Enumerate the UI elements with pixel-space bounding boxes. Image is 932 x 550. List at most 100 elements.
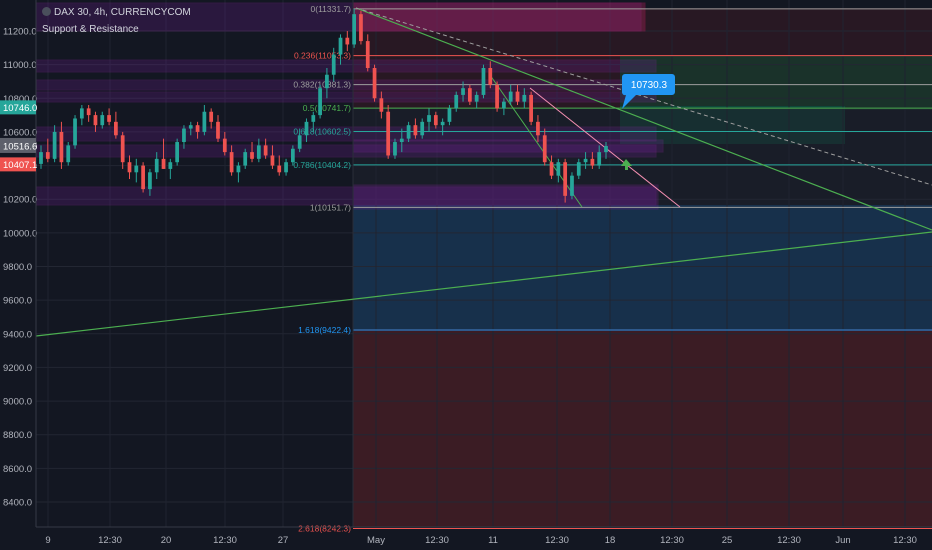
fib-level-label: 1.618(9422.4) <box>298 325 351 335</box>
candle-body <box>270 155 275 166</box>
trend-lines <box>35 7 932 337</box>
candle-body <box>209 111 214 122</box>
candle-body <box>495 84 499 109</box>
candle-body <box>556 162 561 176</box>
candle-body <box>536 121 540 136</box>
chart-title[interactable]: DAX 30, 4h, CURRENCYCOM <box>42 7 191 18</box>
x-tick-label: 12:30 <box>98 535 122 546</box>
candle-body <box>372 68 377 99</box>
support-resistance-zones <box>35 2 664 210</box>
candle-body <box>604 146 608 153</box>
candle-body <box>597 152 602 166</box>
price-badge-label: 10407.1 <box>3 160 37 171</box>
candle-body <box>222 138 227 153</box>
candle-body <box>39 152 43 164</box>
candle-body <box>542 135 547 163</box>
candle-body <box>420 121 425 136</box>
y-tick-label: 11000.0 <box>3 60 37 71</box>
x-tick-label: 12:30 <box>545 535 569 546</box>
candle-body <box>263 145 268 156</box>
candle-body <box>359 14 363 42</box>
resistance-zone-top <box>352 2 646 32</box>
price-badge-label: 10516.6 <box>3 141 37 152</box>
y-tick-label: 10800.0 <box>3 94 37 105</box>
fib-level-label: 1(10151.7) <box>310 202 351 212</box>
candle-body <box>73 118 77 146</box>
falling-trendline <box>355 7 932 231</box>
price-badge <box>0 138 36 153</box>
x-tick-label: Jun <box>835 535 850 546</box>
candle-body <box>86 108 91 116</box>
candle-body <box>114 121 118 136</box>
y-tick-label: 10200.0 <box>3 195 37 206</box>
price-badge-label: 10746.0 <box>3 103 37 114</box>
candle-body <box>529 94 533 122</box>
candle-body <box>250 152 254 159</box>
y-tick-label: 9800.0 <box>3 262 32 273</box>
candle-body <box>433 115 438 126</box>
fib-level-label: 0.5(10741.7) <box>303 103 351 113</box>
indicator-line: Support & Resistance <box>42 24 139 35</box>
candle-body <box>508 91 513 102</box>
candle-body <box>549 162 554 176</box>
candle-body <box>488 68 493 85</box>
candle-body <box>352 14 357 45</box>
extension-zone-red <box>353 329 932 527</box>
candle-body <box>290 148 295 163</box>
candle-body <box>379 98 384 112</box>
callout-bubble <box>621 74 675 109</box>
y-tick-label: 9000.0 <box>3 397 32 408</box>
candle-body <box>284 162 288 173</box>
candles <box>39 8 632 203</box>
y-tick-label: 8600.0 <box>3 464 32 475</box>
candle-body <box>467 88 472 102</box>
candle-body <box>406 125 411 139</box>
sr-zone <box>352 184 659 210</box>
candle-body <box>45 152 50 159</box>
candle-body <box>393 142 397 156</box>
x-tick-label: 12:30 <box>893 535 917 546</box>
candle-body <box>148 172 152 190</box>
symbol-icon <box>42 7 51 16</box>
x-tick-label: 12:30 <box>213 535 237 546</box>
symbol-line: DAX 30, 4h, CURRENCYCOM <box>54 7 191 18</box>
y-tick-label: 9400.0 <box>3 329 32 340</box>
candle-body <box>318 88 322 116</box>
candle-body <box>502 101 506 109</box>
y-tick-label: 10600.0 <box>3 127 37 138</box>
up-arrow-icon <box>621 159 632 170</box>
candle-body <box>188 125 193 129</box>
fib-level-label: 0.382(10881.3) <box>293 80 351 90</box>
candle-body <box>576 162 581 176</box>
y-tick-label: 8400.0 <box>3 498 32 509</box>
candle-body <box>365 41 370 69</box>
candle-body <box>304 121 309 136</box>
y-tick-label: 11200.0 <box>3 27 37 38</box>
candle-body <box>216 121 220 139</box>
candle-body <box>447 108 452 122</box>
candle-body <box>515 91 520 102</box>
candle-body <box>52 131 57 159</box>
x-tick-label: 12:30 <box>777 535 801 546</box>
price-callout: 10730.3 <box>621 74 675 109</box>
candle-body <box>107 115 111 122</box>
candle-body <box>161 158 166 169</box>
candle-body <box>229 152 234 173</box>
candle-body <box>120 135 125 163</box>
candle-body <box>583 158 588 163</box>
candle-body <box>202 111 207 132</box>
candle-body <box>243 152 248 166</box>
candle-body <box>277 165 282 173</box>
candle-body <box>66 145 71 163</box>
candle-body <box>175 142 180 163</box>
candle-body <box>461 88 465 95</box>
candle-body <box>522 94 527 102</box>
candle-body <box>413 125 418 136</box>
x-tick-label: 12:30 <box>425 535 449 546</box>
indicator-title[interactable]: Support & Resistance <box>42 24 139 35</box>
candle-body <box>127 162 132 173</box>
candle-body <box>331 54 336 75</box>
candle-body <box>454 94 459 109</box>
